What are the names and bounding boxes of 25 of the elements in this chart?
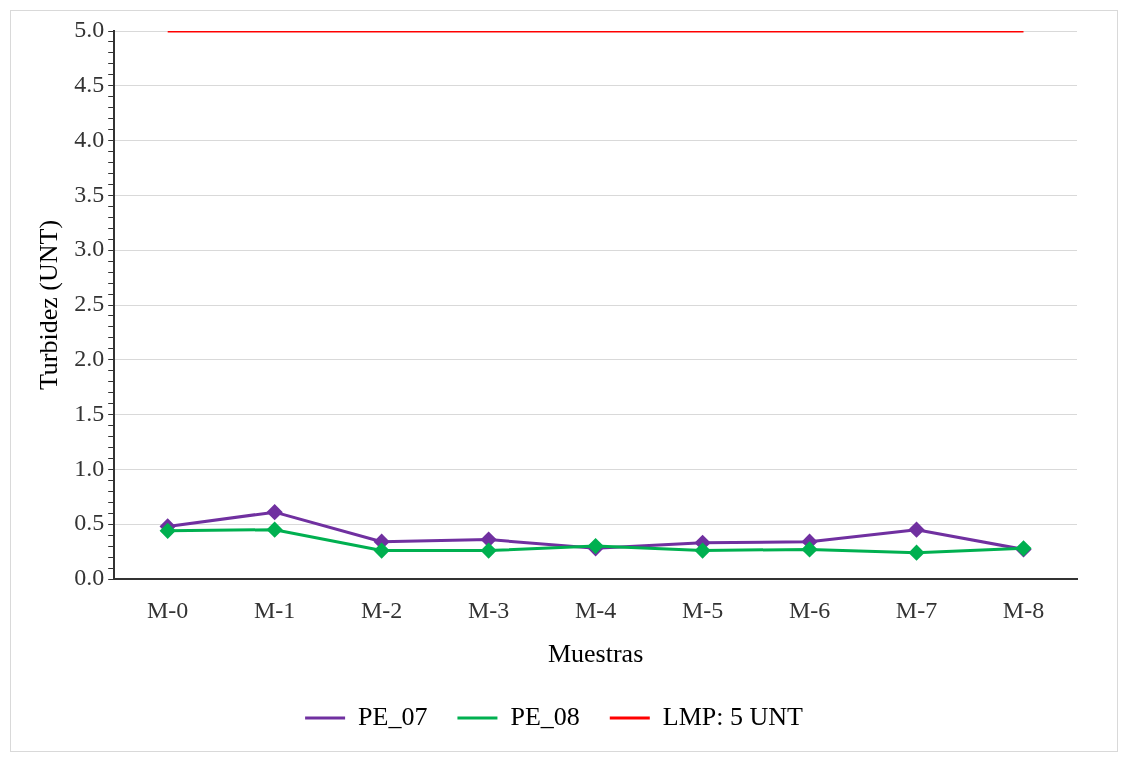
x-tick-label: M-3: [467, 596, 510, 623]
x-tick-label: M-1: [253, 596, 296, 623]
y-tick-label: 2.0: [74, 345, 105, 372]
y-tick-label: 0.0: [74, 564, 105, 591]
x-tick-label: M-5: [681, 596, 724, 623]
legend-label: PE_08: [510, 701, 580, 731]
x-axis-title: Muestras: [547, 639, 644, 669]
x-tick-label: M-4: [574, 596, 617, 623]
y-tick-label: 0.5: [74, 509, 105, 536]
y-axis-title: Turbidez (UNT): [34, 219, 64, 391]
y-tick-label: 4.0: [74, 125, 105, 152]
x-tick-label: M-7: [895, 596, 938, 623]
legend-label: PE_07: [358, 701, 428, 731]
legend-label: LMP: 5 UNT: [662, 701, 804, 731]
x-tick-label: M-2: [360, 596, 403, 623]
y-tick-label: 1.0: [74, 454, 105, 481]
x-tick-label: M-6: [788, 596, 831, 623]
y-tick-label: 3.5: [74, 180, 105, 207]
y-tick-label: 3.0: [74, 235, 105, 262]
y-tick-label: 4.5: [74, 71, 105, 98]
y-tick-label: 5.0: [74, 16, 105, 43]
x-tick-label: M-0: [147, 596, 189, 623]
y-tick-label: 2.5: [74, 290, 105, 317]
x-tick-label: M-8: [1002, 596, 1045, 623]
y-tick-label: 1.5: [74, 399, 105, 426]
